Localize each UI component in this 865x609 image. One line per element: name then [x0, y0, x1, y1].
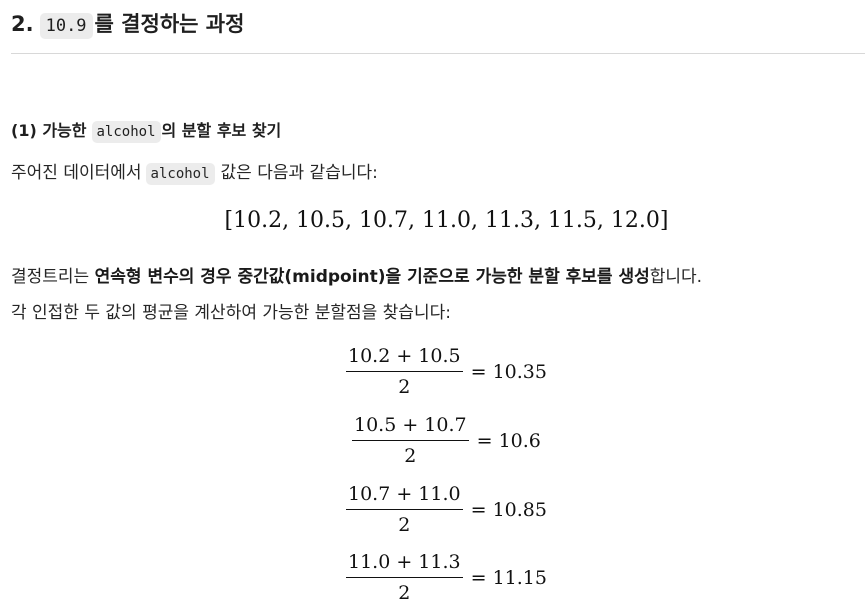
midpoint-bold: 연속형 변수의 경우 중간값(midpoint)을 기준으로 가능한 분할 후보… — [94, 267, 650, 287]
intro-after: 값은 다음과 같습니다: — [220, 163, 378, 183]
subsection-suffix: 의 분할 후보 찾기 — [161, 121, 282, 140]
fraction-1-denominator: 2 — [398, 376, 411, 398]
average-paragraph: 각 인접한 두 값의 평균을 계산하여 가능한 분할점을 찾습니다: — [11, 303, 451, 323]
equation-2-result: = 10.6 — [476, 429, 541, 452]
section-heading-text: 를 결정하는 과정 — [94, 12, 245, 36]
midpoint-suffix: 합니다. — [649, 267, 703, 287]
fraction-2-denominator: 2 — [404, 445, 417, 467]
values-equation: [10.2, 10.5, 10.7, 11.0, 11.3, 11.5, 12.… — [224, 208, 669, 233]
midpoint-paragraph: 결정트리는 연속형 변수의 경우 중간값(midpoint)을 기준으로 가능한… — [11, 264, 702, 290]
inline-code-threshold: 10.9 — [39, 13, 93, 39]
fraction-2: 10.5 + 10.7 2 — [352, 413, 469, 468]
fraction-1: 10.2 + 10.5 2 — [346, 344, 463, 399]
fraction-4: 11.0 + 11.3 2 — [346, 550, 463, 605]
equation-3: 10.7 + 11.0 2 = 10.85 — [346, 482, 547, 537]
fraction-3-numerator: 10.7 + 11.0 — [346, 482, 463, 510]
fraction-3-denominator: 2 — [398, 514, 411, 536]
intro-before: 주어진 데이터에서 — [11, 163, 142, 183]
equation-1-result: = 10.35 — [470, 360, 547, 383]
subsection-prefix: (1) 가능한 — [11, 121, 87, 140]
equation-2: 10.5 + 10.7 2 = 10.6 — [352, 413, 541, 468]
section-heading: 2. 10.9 를 결정하는 과정 — [11, 8, 244, 42]
subsection-heading: (1) 가능한 alcohol 의 분할 후보 찾기 — [11, 118, 281, 145]
midpoint-prefix: 결정트리는 — [11, 267, 95, 287]
inline-code-alcohol: alcohol — [91, 121, 161, 143]
intro-paragraph: 주어진 데이터에서 alcohol 값은 다음과 같습니다: — [11, 160, 378, 187]
fraction-4-numerator: 11.0 + 11.3 — [346, 550, 463, 578]
fraction-1-numerator: 10.2 + 10.5 — [346, 344, 463, 372]
equation-4: 11.0 + 11.3 2 = 11.15 — [346, 550, 547, 605]
section-number: 2. — [11, 12, 34, 36]
fraction-2-numerator: 10.5 + 10.7 — [352, 413, 469, 441]
fraction-3: 10.7 + 11.0 2 — [346, 482, 463, 537]
fraction-4-denominator: 2 — [398, 582, 411, 604]
equation-1: 10.2 + 10.5 2 = 10.35 — [346, 344, 547, 399]
horizontal-divider — [11, 53, 865, 54]
equation-3-result: = 10.85 — [470, 498, 547, 521]
equation-4-result: = 11.15 — [470, 566, 547, 589]
inline-code-alcohol-2: alcohol — [145, 163, 215, 185]
